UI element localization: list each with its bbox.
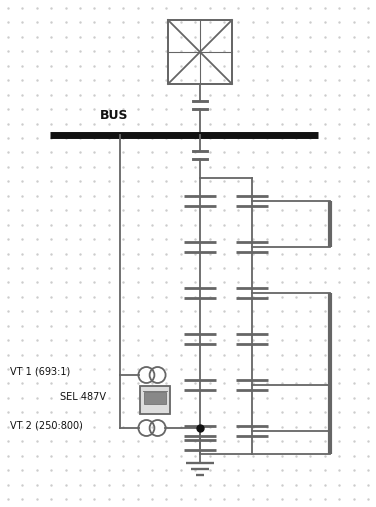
Text: SEL 487V: SEL 487V <box>60 392 106 402</box>
Text: VT 1 (693:1): VT 1 (693:1) <box>10 367 70 377</box>
Bar <box>144 392 166 404</box>
Text: VT 2 (250:800): VT 2 (250:800) <box>10 420 83 430</box>
Bar <box>140 386 170 414</box>
Text: BUS: BUS <box>100 109 129 122</box>
